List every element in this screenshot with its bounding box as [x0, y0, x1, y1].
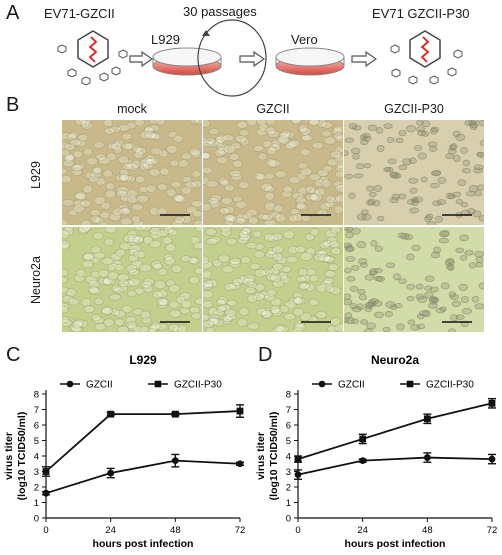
micrograph-l929-mock [62, 120, 202, 225]
panel-d-letter: D [258, 344, 273, 366]
data-point-circle [236, 460, 244, 468]
y-tick-label: 3 [286, 467, 291, 478]
x-axis-label: hours post infection [93, 538, 194, 550]
arrow-right-icon [239, 50, 266, 68]
data-point-circle [107, 469, 115, 477]
virus-particle-icon [409, 30, 441, 68]
chart-svg: Neuro2a 0 1 2 3 4 5 6 7 8 0 24 48 72 hours post infect… [255, 353, 498, 550]
chart-title: Neuro2a [371, 353, 419, 367]
panel-c-letter: C [6, 344, 21, 366]
y-tick-label: 4 [286, 452, 291, 463]
y-tick-label: 2 [286, 483, 291, 494]
data-point-square [236, 407, 244, 415]
y-tick-label: 8 [286, 390, 291, 401]
culture-dish-icon [152, 47, 222, 76]
virus-particle-icon [77, 30, 109, 68]
y-tick-label: 1 [34, 498, 39, 509]
y-tick-label: 5 [286, 436, 291, 447]
column-label-gzcii: GZCII [256, 102, 290, 116]
data-point-square [42, 468, 50, 475]
legend-marker-circle [318, 380, 326, 388]
row-label-l929: L929 [29, 161, 43, 189]
y-axis-label: virus titer [3, 432, 15, 480]
micrograph-l929-gzcii [203, 120, 343, 225]
data-point-square [423, 415, 431, 423]
y-tick-label: 7 [34, 405, 39, 416]
cell2-label: Vero [291, 32, 318, 47]
data-point-circle [488, 455, 496, 463]
data-point-circle [294, 471, 302, 478]
row-label-neuro2a: Neuro2a [29, 256, 43, 304]
data-point-circle [359, 457, 367, 465]
y-axis-label-units: (log10 TCID50/ml) [268, 412, 280, 501]
x-tick-label: 0 [43, 525, 48, 536]
y-tick-label: 0 [34, 514, 39, 525]
y-tick-label: 3 [34, 467, 39, 478]
passage-loop-arrow-icon [197, 19, 267, 97]
y-tick-label: 8 [34, 390, 39, 401]
legend-label: GZCII-P30 [426, 380, 474, 391]
y-tick-label: 4 [34, 452, 39, 463]
series-line-gzcii [45, 459, 241, 495]
legend-label: GZCII [86, 380, 113, 391]
chart-svg: L929 0 1 2 3 4 5 6 7 8 0 24 48 72 hours post infection… [3, 353, 246, 550]
data-point-circle [171, 457, 179, 465]
x-axis-label: hours post infection [345, 538, 446, 550]
series-line-gzcii-p30 [45, 410, 241, 473]
series-line-gzcii [297, 456, 493, 476]
y-tick-label: 7 [286, 405, 291, 416]
chart-c: L929 0 1 2 3 4 5 6 7 8 0 24 48 72 hours post infection… [0, 340, 250, 550]
micrograph-neuro2a-gzcii-p30 [344, 227, 484, 332]
legend-marker-square [154, 380, 162, 388]
panel-b-letter: B [6, 94, 20, 116]
x-tick-label: 72 [235, 525, 246, 536]
data-point-circle [423, 454, 431, 461]
legend-marker-square [406, 380, 414, 388]
data-point-square [359, 435, 367, 443]
micrograph-l929-gzcii-p30 [344, 120, 484, 225]
x-tick-label: 48 [170, 525, 181, 536]
x-tick-label: 72 [487, 525, 498, 536]
y-tick-label: 6 [286, 421, 291, 432]
data-point-square [488, 399, 496, 407]
y-tick-label: 2 [34, 483, 39, 494]
culture-dish-icon [275, 47, 345, 76]
chart-title: L929 [129, 353, 157, 367]
cell1-label: L929 [151, 32, 180, 47]
x-tick-label: 48 [422, 525, 433, 536]
y-tick-label: 5 [34, 436, 39, 447]
arrow-right-icon [351, 50, 378, 68]
legend-label: GZCII-P30 [174, 380, 222, 391]
series-line-gzcii-p30 [297, 402, 493, 460]
virus-end-label: EV71 GZCII-P30 [372, 6, 470, 21]
x-tick-label: 24 [357, 525, 368, 536]
virus-start-label: EV71-GZCII [44, 6, 115, 21]
y-axis-label-units: (log10 TCID50/ml) [16, 412, 28, 501]
panel-a-letter: A [6, 2, 20, 24]
data-point-square [171, 410, 179, 418]
micrograph-neuro2a-mock [62, 227, 202, 332]
x-tick-label: 0 [295, 525, 300, 536]
y-tick-label: 0 [286, 514, 291, 525]
panel-a-schematic [57, 19, 463, 97]
legend-label: GZCII [338, 380, 365, 391]
y-tick-label: 1 [286, 498, 291, 509]
data-point-square [294, 455, 302, 463]
passages-label: 30 passages [183, 4, 257, 19]
legend-marker-circle [66, 380, 74, 388]
y-tick-label: 6 [34, 421, 39, 432]
arrow-right-icon [129, 50, 154, 68]
y-axis-label: virus titer [255, 432, 267, 480]
data-point-circle [42, 489, 50, 497]
column-label-gzcii-p30: GZCII-P30 [384, 102, 444, 116]
chart-d: Neuro2a 0 1 2 3 4 5 6 7 8 0 24 48 72 hours post infect… [252, 340, 502, 550]
micrograph-neuro2a-gzcii [203, 227, 343, 332]
data-point-square [107, 410, 115, 418]
x-tick-label: 24 [105, 525, 116, 536]
column-label-mock: mock [117, 102, 147, 116]
